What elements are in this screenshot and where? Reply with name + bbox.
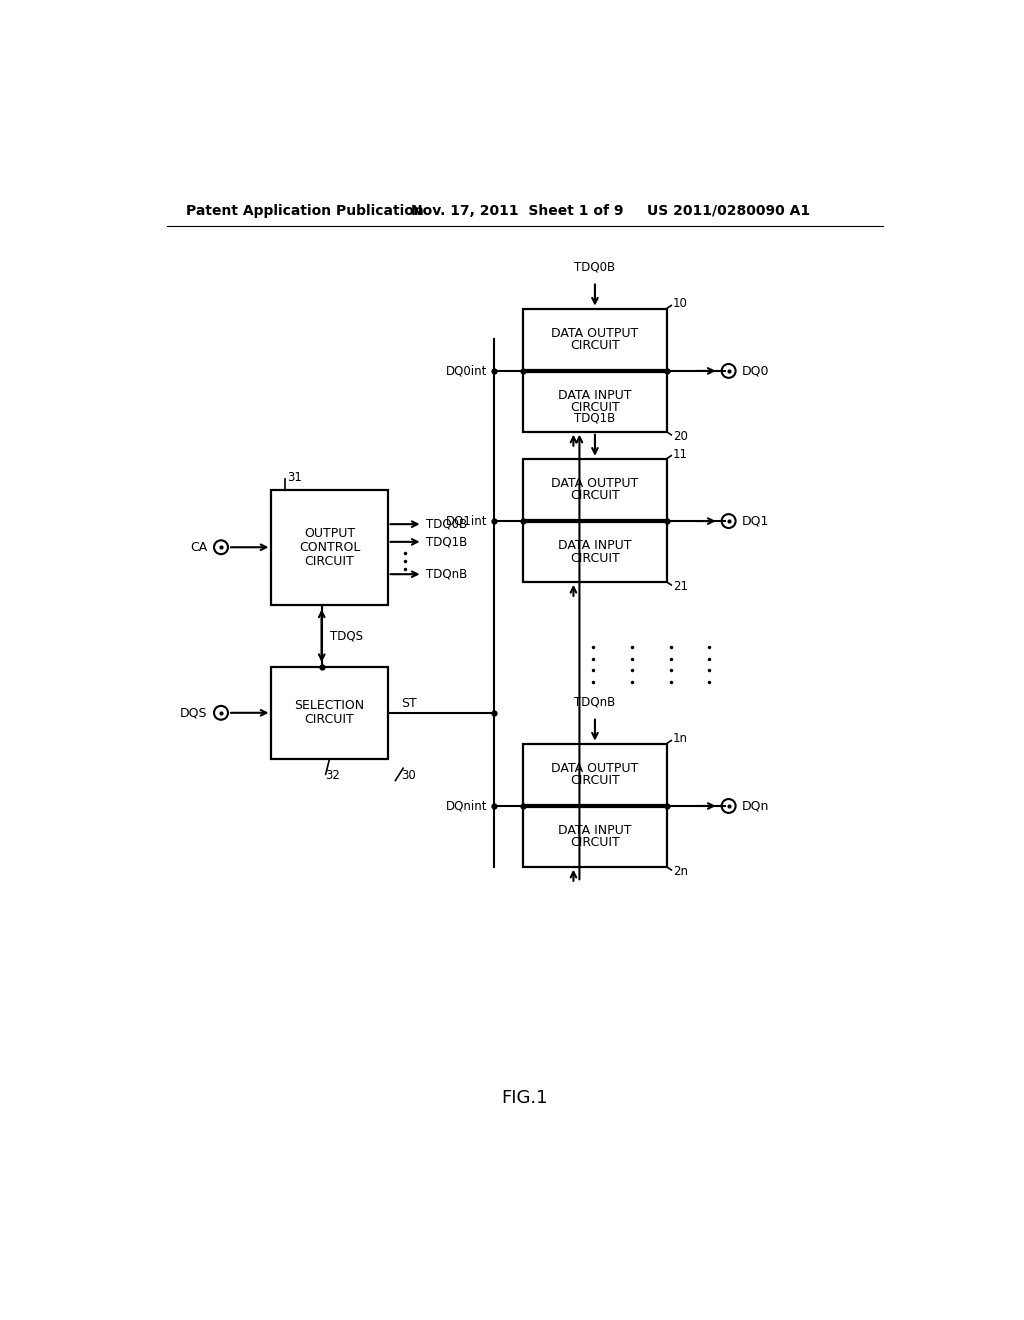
Text: CA: CA xyxy=(189,541,207,554)
Text: CIRCUIT: CIRCUIT xyxy=(304,554,354,568)
Text: DATA OUTPUT: DATA OUTPUT xyxy=(551,326,639,339)
Text: CIRCUIT: CIRCUIT xyxy=(570,552,620,565)
Text: DATA OUTPUT: DATA OUTPUT xyxy=(551,762,639,775)
Text: TDQ1B: TDQ1B xyxy=(574,411,615,424)
Bar xyxy=(523,309,667,370)
Text: CIRCUIT: CIRCUIT xyxy=(570,339,620,352)
Text: TDQ0B: TDQ0B xyxy=(426,517,468,531)
Text: 21: 21 xyxy=(673,579,688,593)
Text: DQn: DQn xyxy=(741,800,769,813)
Text: TDQ0B: TDQ0B xyxy=(574,261,615,275)
Bar xyxy=(271,490,388,605)
Text: CIRCUIT: CIRCUIT xyxy=(570,490,620,502)
Text: CONTROL: CONTROL xyxy=(299,541,360,554)
Text: 10: 10 xyxy=(673,297,688,310)
Text: DQ0int: DQ0int xyxy=(446,364,487,378)
Text: 20: 20 xyxy=(673,430,688,444)
Bar xyxy=(523,807,667,867)
Text: DATA INPUT: DATA INPUT xyxy=(558,539,632,552)
Text: 2n: 2n xyxy=(673,865,688,878)
Bar xyxy=(523,521,667,582)
Text: 1n: 1n xyxy=(673,733,688,746)
Text: 32: 32 xyxy=(326,770,341,783)
Text: OUTPUT: OUTPUT xyxy=(304,527,355,540)
Text: 31: 31 xyxy=(287,471,302,483)
Text: US 2011/0280090 A1: US 2011/0280090 A1 xyxy=(647,203,810,218)
Text: DQnint: DQnint xyxy=(446,800,487,813)
Bar xyxy=(523,743,667,805)
Text: DATA INPUT: DATA INPUT xyxy=(558,824,632,837)
Text: DQS: DQS xyxy=(179,706,207,719)
Text: DQ1: DQ1 xyxy=(741,515,769,528)
Text: DATA INPUT: DATA INPUT xyxy=(558,389,632,403)
Text: FIG.1: FIG.1 xyxy=(502,1089,548,1106)
Text: CIRCUIT: CIRCUIT xyxy=(570,774,620,787)
Text: DQ1int: DQ1int xyxy=(446,515,487,528)
Bar xyxy=(523,372,667,432)
Text: TDQ1B: TDQ1B xyxy=(426,536,468,548)
Text: 11: 11 xyxy=(673,447,688,461)
Text: CIRCUIT: CIRCUIT xyxy=(570,401,620,414)
Text: ST: ST xyxy=(401,697,418,710)
Text: Patent Application Publication: Patent Application Publication xyxy=(186,203,424,218)
Bar xyxy=(271,667,388,759)
Text: SELECTION: SELECTION xyxy=(295,700,365,713)
Text: DQ0: DQ0 xyxy=(741,364,769,378)
Text: CIRCUIT: CIRCUIT xyxy=(570,837,620,850)
Text: 30: 30 xyxy=(401,770,417,783)
Text: DATA OUTPUT: DATA OUTPUT xyxy=(551,477,639,490)
Text: TDQnB: TDQnB xyxy=(426,568,468,581)
Text: CIRCUIT: CIRCUIT xyxy=(304,713,354,726)
Text: TDQS: TDQS xyxy=(330,630,362,643)
Text: Nov. 17, 2011  Sheet 1 of 9: Nov. 17, 2011 Sheet 1 of 9 xyxy=(411,203,624,218)
Text: TDQnB: TDQnB xyxy=(574,696,615,709)
Bar xyxy=(523,459,667,520)
